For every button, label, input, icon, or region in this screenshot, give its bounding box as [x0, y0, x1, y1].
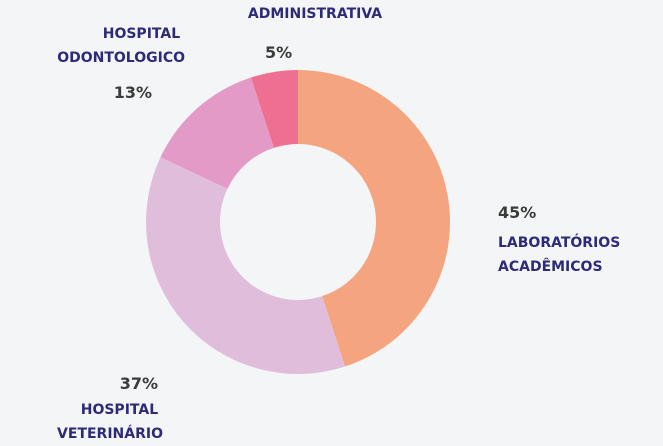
value-label: 37% [120, 374, 158, 393]
category-label: HOSPITAL VETERINÁRIO [57, 402, 163, 442]
donut-slice [298, 70, 450, 367]
category-label: ADMINISTRATIVA [248, 6, 382, 22]
donut-slice [251, 70, 298, 148]
value-label: 13% [114, 83, 152, 102]
donut-slice [146, 157, 345, 374]
donut-slice [160, 77, 274, 189]
category-label: LABORATÓRIOS ACADÊMICOS [498, 233, 625, 275]
value-label: 45% [498, 203, 536, 222]
value-label: 5% [265, 43, 292, 62]
category-label: HOSPITAL ODONTOLOGICO [57, 26, 185, 66]
